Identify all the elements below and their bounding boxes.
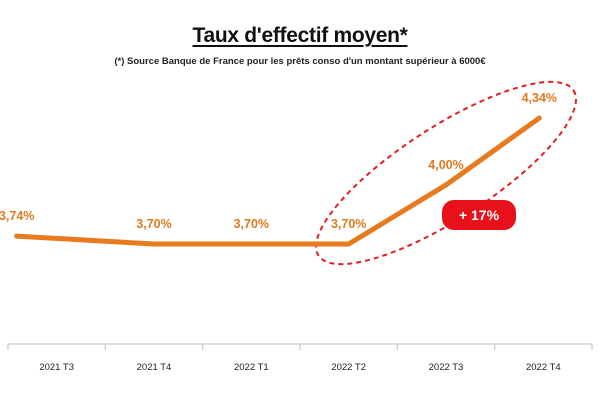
growth-badge-bg [442,200,516,230]
data-label: 3,70% [234,217,269,231]
data-label: 3,70% [136,217,171,231]
data-label: 3,74% [0,209,34,223]
x-tick-labels: 2021 T3 2021 T4 2022 T1 2022 T2 2022 T3 2022 … [39,362,560,373]
growth-badge: + 17% [442,200,516,230]
data-labels: 3,74% 3,70% 3,70% 3,70% 4,00% 4,34% [0,91,557,231]
data-point [443,182,449,188]
data-label: 4,34% [522,91,557,105]
x-tick-label: 2022 T1 [234,362,269,373]
data-label: 3,70% [331,217,366,231]
data-point [151,241,157,247]
x-tick-label: 2022 T4 [526,362,561,373]
highlight-ellipse [315,80,577,266]
x-tick-label: 2021 T3 [39,362,74,373]
x-tick-label: 2022 T3 [429,362,464,373]
data-label: 4,00% [428,158,463,172]
data-point [14,233,20,239]
highlight-region [315,80,577,266]
x-axis [7,343,593,350]
data-point [346,241,352,247]
series-line-group [14,115,542,247]
chart-title: Taux d'effectif moyen* [192,24,408,47]
series-line [16,115,541,247]
x-tick-label: 2022 T2 [331,362,366,373]
data-point [536,115,542,121]
data-point [248,241,254,247]
growth-badge-text: + 17% [459,207,500,223]
chart-subtitle: (*) Source Banque de France pour les prê… [114,56,486,67]
x-tick-label: 2021 T4 [137,362,172,373]
